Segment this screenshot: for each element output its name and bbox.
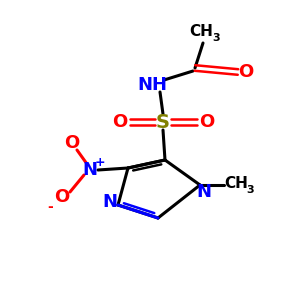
Text: O: O <box>54 188 70 206</box>
Text: NH: NH <box>137 76 167 94</box>
Text: O: O <box>64 134 80 152</box>
Text: CH: CH <box>224 176 248 190</box>
Text: N: N <box>82 161 98 179</box>
Text: -: - <box>47 200 53 214</box>
Text: O: O <box>238 63 253 81</box>
Text: 3: 3 <box>246 185 254 195</box>
Text: S: S <box>156 112 170 131</box>
Text: O: O <box>112 113 128 131</box>
Text: N: N <box>196 183 211 201</box>
Text: 3: 3 <box>212 33 220 43</box>
Text: O: O <box>200 113 214 131</box>
Text: +: + <box>95 155 105 169</box>
Text: N: N <box>103 193 118 211</box>
Text: CH: CH <box>189 23 213 38</box>
